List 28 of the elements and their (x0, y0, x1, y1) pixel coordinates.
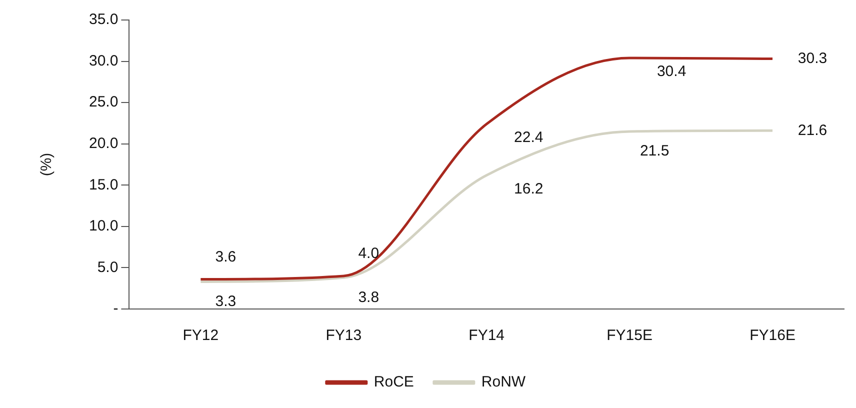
y-tick-label: 5.0 (97, 258, 118, 276)
y-tick-label: 25.0 (88, 94, 118, 111)
data-label: 30.3 (798, 50, 828, 67)
y-tick-label: - (113, 300, 118, 318)
y-axis-title: (%) (38, 152, 56, 176)
data-label: 16.2 (514, 180, 544, 198)
x-tick-label: FY12 (182, 327, 219, 344)
line-series (199, 56, 774, 281)
y-tick-label: 30.0 (88, 52, 118, 70)
y-tick-label: 15.0 (88, 176, 118, 194)
data-label: 22.4 (514, 129, 544, 146)
x-tick-label: FY14 (468, 327, 505, 344)
data-label: 3.6 (215, 248, 236, 266)
y-tick-label: 35.0 (88, 11, 118, 28)
x-tick-label: FY15E (606, 327, 652, 344)
legend-label: RoNW (481, 374, 526, 391)
data-label: 21.5 (640, 142, 670, 160)
data-label: 3.8 (358, 288, 380, 306)
data-label: 21.6 (798, 122, 828, 139)
data-label: 30.4 (656, 63, 686, 80)
legend-label: RoCE (374, 374, 414, 391)
x-tick-label: FY13 (326, 327, 362, 344)
data-label: 4.0 (358, 245, 380, 262)
y-tick-label: 20.0 (88, 135, 118, 152)
x-tick-label: FY16E (750, 327, 796, 344)
line-series (199, 129, 774, 283)
y-tick-label: 10.0 (88, 218, 118, 235)
data-label: 3.3 (215, 292, 236, 310)
